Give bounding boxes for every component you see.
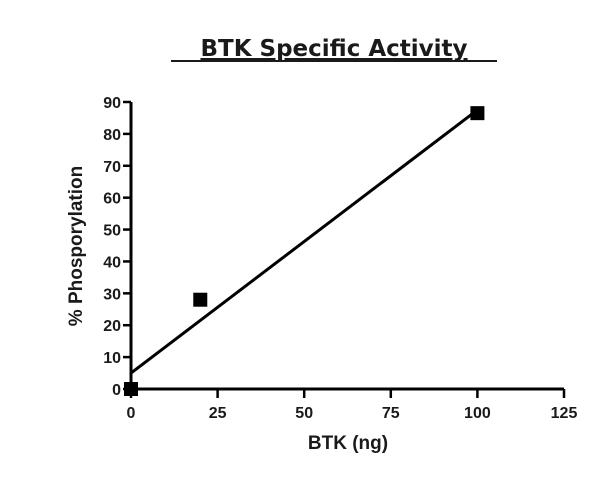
y-tick-label: 30 (103, 286, 121, 303)
y-axis-label: % Phosporylation (66, 166, 87, 326)
y-tick-label: 70 (103, 159, 121, 176)
x-axis-label: BTK (ng) (308, 433, 388, 454)
x-tick-label: 75 (382, 405, 400, 422)
y-tick-label: 20 (103, 318, 121, 335)
y-tick-label: 90 (103, 95, 121, 112)
y-tick-label: 10 (103, 350, 121, 367)
fit-line (130, 108, 479, 375)
y-tick-label: 50 (103, 223, 121, 240)
x-tick-label: 25 (209, 405, 227, 422)
x-tick-label: 100 (464, 405, 491, 422)
data-point (470, 106, 485, 121)
x-tick-label: 50 (295, 405, 313, 422)
y-tick-label: 0 (112, 382, 121, 399)
data-point (124, 382, 138, 396)
y-tick-label: 40 (103, 254, 121, 271)
plot-layer (124, 106, 485, 396)
y-axis: 0 10 20 30 40 50 60 70 80 90 (103, 95, 133, 399)
data-point (193, 292, 208, 307)
x-tick-label: 125 (551, 405, 578, 422)
x-axis: 0 25 50 75 100 125 (127, 387, 578, 422)
y-tick-label: 60 (103, 191, 121, 208)
chart-title: BTK Specific Activity (200, 36, 467, 62)
x-tick-label: 0 (127, 405, 136, 422)
y-tick-label: 80 (103, 127, 121, 144)
